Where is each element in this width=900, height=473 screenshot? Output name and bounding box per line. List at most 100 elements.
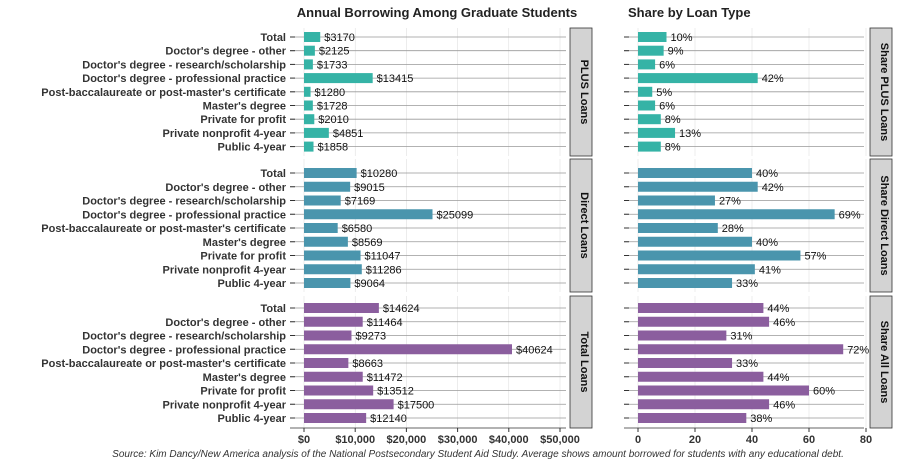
share-all-loans-bar [638,413,747,423]
total-loans-value-label: $12140 [370,413,407,425]
share-all-loans-bar [638,358,733,368]
plot-layer: Total $3170 10% Doctor's degree - other $212… [41,27,893,446]
share-plus-loans-value-label: 6% [659,59,675,71]
share-all-loans-value-label: 31% [730,331,752,343]
left-facet-strip-label: Direct Loans [578,192,590,259]
share-all-loans-bar [638,316,770,327]
direct-loans-value-label: $7169 [345,196,376,208]
share-all-loans-value-label: 46% [773,317,795,329]
total-loans-bar [304,344,512,355]
share-all-loans-value-label: 44% [767,372,789,384]
direct-loans-bar [304,236,348,247]
share-direct-loans-value-label: 28% [722,223,744,235]
total-loans-value-label: $17500 [398,399,435,411]
category-label: Doctor's degree - other [165,317,286,329]
direct-loans-bar [304,181,351,192]
left-facet-strip [569,295,593,429]
left-facet-strip-label: PLUS Loans [578,60,590,125]
plus-loans-bar [304,86,311,97]
direct-loans-bar [304,168,357,178]
total-loans-value-label: $8663 [352,358,383,370]
category-label: Master's degree [203,101,286,113]
share-plus-loans-bar [638,32,667,42]
direct-loans-value-label: $11286 [366,264,402,276]
plus-loans-value-label: $4851 [333,128,364,140]
share-plus-loans-bar [638,45,664,56]
category-label: Public 4-year [218,278,287,290]
category-label: Post-baccalaureate or post-master's cert… [41,223,286,235]
category-label: Private for profit [200,114,286,126]
total-loans-bar [304,385,374,396]
share-all-loans-bar [638,330,727,341]
share-plus-loans-value-label: 6% [659,101,675,113]
left-x-tick-label: $30,000 [438,434,478,446]
share-direct-loans-bar [638,264,755,275]
right-facet-strip [869,27,893,157]
total-loans-bar [304,413,367,423]
total-loans-value-label: $40624 [516,344,553,356]
plus-loans-bar [304,141,314,152]
total-loans-value-label: $11464 [367,317,403,329]
direct-loans-bar [304,223,338,233]
total-loans-bar [304,399,394,410]
category-label: Public 4-year [218,142,287,154]
right-facet-strip-label: Share PLUS Loans [878,43,890,141]
share-direct-loans-value-label: 27% [719,196,741,208]
share-all-loans-value-label: 44% [767,303,789,315]
right-facet-strip [869,158,893,293]
right-x-tick-label: 40 [746,434,758,446]
plus-loans-value-label: $3170 [324,32,355,44]
plus-loans-value-label: $13415 [377,73,414,85]
share-direct-loans-bar [638,168,752,178]
category-label: Doctor's degree - other [165,46,286,58]
share-all-loans-bar [638,344,844,355]
plus-loans-value-label: $2125 [319,46,350,58]
left-x-tick-label: $40,000 [489,434,529,446]
category-label: Doctor's degree - research/scholarship [82,196,286,208]
share-plus-loans-value-label: 42% [762,73,784,85]
share-plus-loans-bar [638,86,653,97]
total-loans-bar [304,303,379,313]
share-plus-loans-bar [638,73,758,84]
category-label: Private for profit [200,251,286,263]
share-direct-loans-bar [638,278,733,288]
category-label: Total [261,168,286,180]
plus-loans-value-label: $2010 [318,114,349,126]
share-plus-loans-value-label: 8% [665,114,681,126]
left-chart-title: Annual Borrowing Among Graduate Students [297,5,577,20]
right-facet-strip [869,295,893,429]
right-facet-strip-label: Share All Loans [878,321,890,404]
share-direct-loans-value-label: 57% [804,251,826,263]
category-label: Doctor's degree - research/scholarship [82,59,286,71]
category-label: Master's degree [203,237,286,249]
direct-loans-bar [304,209,433,220]
total-loans-bar [304,316,363,327]
total-loans-value-label: $14624 [383,303,420,315]
share-plus-loans-bar [638,100,656,111]
category-label: Private nonprofit 4-year [163,264,287,276]
share-direct-loans-bar [638,250,801,261]
share-all-loans-bar [638,303,764,313]
share-plus-loans-bar [638,59,656,70]
source-caption: Source: Kim Dancy/New America analysis o… [112,449,844,460]
share-direct-loans-value-label: 69% [839,209,861,221]
total-loans-bar [304,330,352,341]
direct-loans-value-label: $6580 [342,223,373,235]
plus-loans-bar [304,45,315,56]
share-all-loans-value-label: 38% [750,413,772,425]
total-loans-value-label: $13512 [377,386,414,398]
right-facet-strip-label: Share Direct Loans [878,175,890,275]
share-direct-loans-bar [638,236,752,247]
plus-loans-value-label: $1280 [315,87,346,99]
share-direct-loans-value-label: 40% [756,237,778,249]
direct-loans-value-label: $9064 [354,278,385,290]
direct-loans-value-label: $8569 [352,237,383,249]
share-plus-loans-bar [638,127,676,138]
total-loans-bar [304,371,363,382]
direct-loans-bar [304,264,362,275]
direct-loans-bar [304,250,361,261]
right-x-tick-label: 20 [689,434,701,446]
share-plus-loans-value-label: 5% [656,87,672,99]
category-label: Total [261,303,286,315]
